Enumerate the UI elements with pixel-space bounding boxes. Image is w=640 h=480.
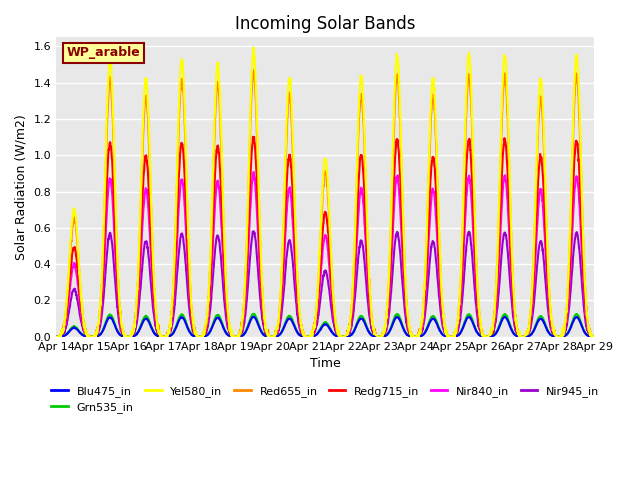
Nir945_in <box>202 330 210 336</box>
Nir945_in <box>558 333 566 339</box>
Grn535_in <box>250 311 258 317</box>
Redg715_in <box>353 216 361 222</box>
Nir945_in <box>353 275 360 280</box>
Redg715_in <box>591 334 598 340</box>
Red655_in <box>482 334 490 339</box>
Yel580_in <box>353 164 361 169</box>
Nir840_in <box>92 334 100 340</box>
Line: Redg715_in: Redg715_in <box>56 137 595 337</box>
Grn535_in <box>543 326 551 332</box>
Red655_in <box>52 334 60 339</box>
Nir840_in <box>52 334 60 339</box>
Text: WP_arable: WP_arable <box>67 46 141 60</box>
Blu475_in <box>341 334 349 339</box>
Nir840_in <box>203 326 211 332</box>
Redg715_in <box>52 334 60 339</box>
Red655_in <box>559 331 566 337</box>
X-axis label: Time: Time <box>310 357 340 370</box>
Nir840_in <box>543 280 551 286</box>
Blu475_in <box>543 327 551 333</box>
Blu475_in <box>482 334 490 339</box>
Blu475_in <box>591 334 598 340</box>
Redg715_in <box>203 324 211 330</box>
Yel580_in <box>543 242 551 248</box>
Red655_in <box>203 320 211 326</box>
Nir945_in <box>341 334 349 339</box>
Nir840_in <box>591 334 598 340</box>
Red655_in <box>250 67 257 73</box>
Grn535_in <box>482 334 490 339</box>
Yel580_in <box>57 334 65 340</box>
Redg715_in <box>341 334 349 339</box>
Blu475_in <box>558 334 566 339</box>
Line: Grn535_in: Grn535_in <box>56 314 595 337</box>
Nir840_in <box>559 332 566 338</box>
Red655_in <box>341 333 349 339</box>
Grn535_in <box>558 334 566 339</box>
Nir840_in <box>353 238 361 243</box>
Blu475_in <box>52 334 60 340</box>
Grn535_in <box>353 321 360 326</box>
Nir840_in <box>341 334 349 339</box>
Redg715_in <box>559 331 566 337</box>
Nir840_in <box>482 334 490 339</box>
Blu475_in <box>353 323 360 328</box>
Red655_in <box>591 334 598 340</box>
Grn535_in <box>52 334 60 340</box>
Red655_in <box>83 334 91 340</box>
Blu475_in <box>202 333 210 339</box>
Line: Red655_in: Red655_in <box>56 70 595 337</box>
Nir945_in <box>250 228 257 234</box>
Nir945_in <box>591 334 598 340</box>
Red655_in <box>543 252 551 257</box>
Yel580_in <box>52 334 60 339</box>
Redg715_in <box>482 334 490 339</box>
Nir945_in <box>482 334 490 339</box>
Redg715_in <box>543 270 551 276</box>
Grn535_in <box>591 334 598 340</box>
Yel580_in <box>591 334 598 340</box>
Legend: Blu475_in, Grn535_in, Yel580_in, Red655_in, Redg715_in, Nir840_in, Nir945_in: Blu475_in, Grn535_in, Yel580_in, Red655_… <box>47 381 604 418</box>
Line: Blu475_in: Blu475_in <box>56 317 595 337</box>
Nir945_in <box>543 297 551 303</box>
Yel580_in <box>250 45 257 50</box>
Grn535_in <box>202 333 210 338</box>
Line: Nir840_in: Nir840_in <box>56 172 595 337</box>
Yel580_in <box>482 334 490 339</box>
Redg715_in <box>249 134 257 140</box>
Redg715_in <box>191 334 199 340</box>
Yel580_in <box>559 326 566 332</box>
Blu475_in <box>250 314 257 320</box>
Red655_in <box>353 179 361 184</box>
Line: Nir945_in: Nir945_in <box>56 231 595 337</box>
Line: Yel580_in: Yel580_in <box>56 48 595 337</box>
Grn535_in <box>341 334 349 339</box>
Title: Incoming Solar Bands: Incoming Solar Bands <box>235 15 415 33</box>
Y-axis label: Solar Radiation (W/m2): Solar Radiation (W/m2) <box>15 114 28 260</box>
Yel580_in <box>203 316 211 322</box>
Nir840_in <box>250 169 257 175</box>
Nir945_in <box>52 334 60 339</box>
Yel580_in <box>341 333 349 339</box>
